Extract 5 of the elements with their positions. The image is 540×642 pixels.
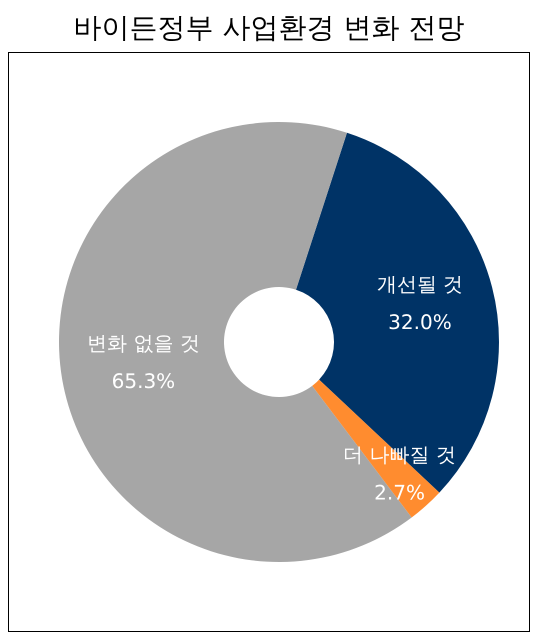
- data-label: 65.3%: [112, 368, 176, 393]
- slice-label: 개선될 것: [376, 272, 464, 296]
- chart-title: 바이든정부 사업환경 변화 전망: [72, 10, 466, 46]
- slice-label: 변화 없을 것: [87, 330, 200, 355]
- data-label: 32.0%: [388, 310, 452, 334]
